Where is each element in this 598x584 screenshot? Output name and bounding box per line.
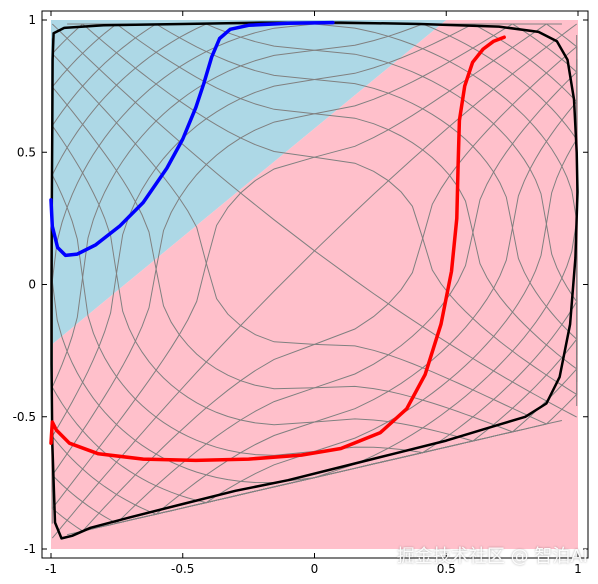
mesh-line-b-12 <box>99 23 578 382</box>
series-line-1 <box>49 20 335 258</box>
y-tick-label-3: 0.5 <box>17 145 36 159</box>
mesh-line-b-9 <box>51 23 577 418</box>
series-line-2 <box>49 35 506 463</box>
mesh-line-b-6 <box>51 69 531 442</box>
axis-ticks: -1 -0.5 0 0.5 1 -1 -0.5 0 0.5 1 <box>13 11 588 576</box>
y-tick-label-0: -1 <box>24 542 36 556</box>
x-tick-label-2: 0 <box>311 562 319 576</box>
series-line-0 <box>50 21 579 540</box>
background-regions <box>51 20 578 549</box>
y-tick-label-2: 0 <box>28 278 36 292</box>
x-tick-label-1: -0.5 <box>171 562 194 576</box>
x-tick-label-0: -1 <box>45 562 57 576</box>
mesh-line-b-7 <box>51 53 547 433</box>
x-tick-label-4: 1 <box>574 562 582 576</box>
mesh-line-b-10 <box>67 23 578 406</box>
watermark: 掘金技术社区 @ 智泊AI <box>396 546 588 567</box>
region-1 <box>51 20 578 549</box>
y-tick-label-1: -0.5 <box>13 410 36 424</box>
mesh-line-b-8 <box>51 38 563 425</box>
series-group <box>49 20 579 540</box>
mesh-line-b-11 <box>82 23 578 395</box>
y-tick-label-4: 1 <box>28 13 36 27</box>
x-tick-label-3: 0.5 <box>437 562 456 576</box>
